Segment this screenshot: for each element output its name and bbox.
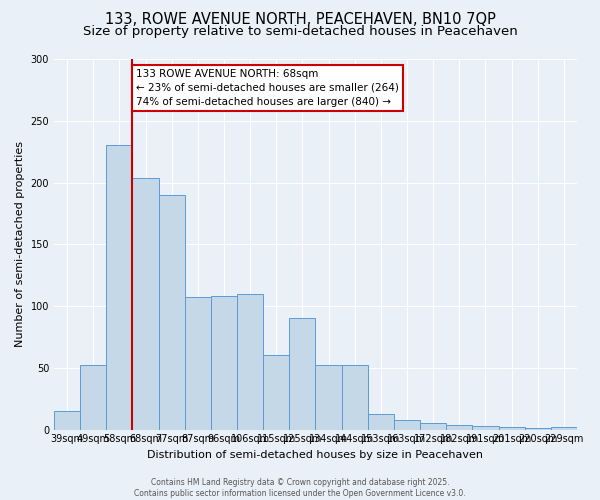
Bar <box>368 414 394 430</box>
Bar <box>316 366 341 430</box>
Bar <box>446 424 472 430</box>
Bar <box>211 296 237 430</box>
Bar <box>185 298 211 430</box>
Bar <box>263 356 289 430</box>
Bar <box>524 428 551 430</box>
Text: 133 ROWE AVENUE NORTH: 68sqm
← 23% of semi-detached houses are smaller (264)
74%: 133 ROWE AVENUE NORTH: 68sqm ← 23% of se… <box>136 69 399 107</box>
Bar <box>394 420 420 430</box>
Bar <box>289 318 316 430</box>
Bar <box>80 366 106 430</box>
Text: Size of property relative to semi-detached houses in Peacehaven: Size of property relative to semi-detach… <box>83 25 517 38</box>
Bar <box>54 411 80 430</box>
Y-axis label: Number of semi-detached properties: Number of semi-detached properties <box>15 142 25 348</box>
Text: Contains HM Land Registry data © Crown copyright and database right 2025.
Contai: Contains HM Land Registry data © Crown c… <box>134 478 466 498</box>
Bar <box>106 146 133 430</box>
X-axis label: Distribution of semi-detached houses by size in Peacehaven: Distribution of semi-detached houses by … <box>148 450 484 460</box>
Bar <box>341 366 368 430</box>
Bar <box>551 427 577 430</box>
Bar <box>158 195 185 430</box>
Bar <box>237 294 263 430</box>
Text: 133, ROWE AVENUE NORTH, PEACEHAVEN, BN10 7QP: 133, ROWE AVENUE NORTH, PEACEHAVEN, BN10… <box>104 12 496 28</box>
Bar <box>472 426 499 430</box>
Bar <box>133 178 158 430</box>
Bar <box>499 427 524 430</box>
Bar <box>420 424 446 430</box>
